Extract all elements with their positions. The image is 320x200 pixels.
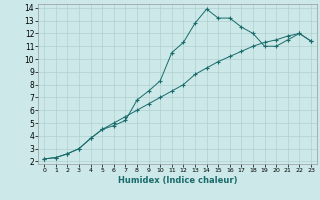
- X-axis label: Humidex (Indice chaleur): Humidex (Indice chaleur): [118, 176, 237, 185]
